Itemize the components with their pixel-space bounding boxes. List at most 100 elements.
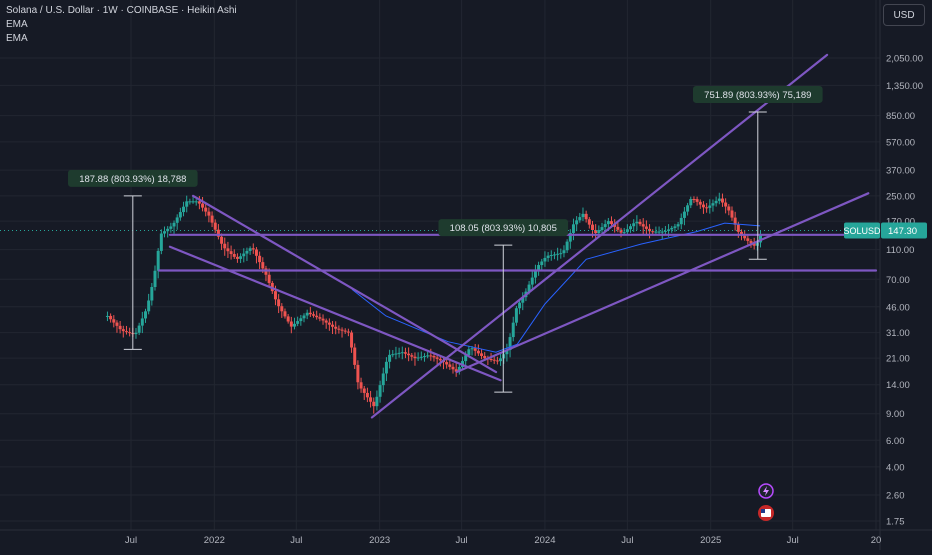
candle-body (410, 355, 414, 357)
candle-body (727, 206, 731, 211)
candle-body (584, 213, 588, 220)
candle-body (378, 385, 382, 397)
time-tick-label: Jul (787, 535, 799, 546)
candle-body (679, 217, 683, 225)
candle-body (150, 287, 154, 301)
measure-label: 751.89 (803.93%) 75,189 (704, 90, 811, 101)
candle-body (359, 382, 363, 389)
candle-body (546, 255, 550, 258)
candle-body (331, 324, 335, 327)
candle-body (724, 202, 728, 207)
candle-body (527, 284, 531, 292)
candle-body (438, 358, 442, 361)
time-tick-label: Jul (456, 535, 468, 546)
candle-body (137, 325, 141, 333)
candle-body (267, 274, 271, 283)
candle-body (292, 323, 296, 327)
candle-body (746, 238, 750, 241)
candle-body (109, 315, 113, 320)
price-tick-label: 46.00 (886, 302, 910, 313)
candle-body (587, 219, 591, 225)
candle-body (400, 352, 404, 354)
measure-label-bg (68, 169, 198, 187)
candle-body (299, 318, 303, 322)
time-tick-label: 2024 (534, 535, 555, 546)
candle-body (201, 203, 205, 208)
candle-body (565, 241, 569, 251)
symbol-title[interactable]: Solana / U.S. Dollar · 1W · COINBASE · H… (6, 5, 237, 16)
candle-body (197, 201, 201, 204)
candle-body (568, 232, 572, 242)
candle-body (163, 231, 167, 234)
candle-body (717, 198, 721, 201)
candle-body (251, 248, 255, 250)
candle-body (752, 243, 756, 246)
candle-body (337, 328, 341, 330)
candle-body (480, 353, 484, 356)
candle-body (365, 392, 369, 398)
ema-indicator-label[interactable]: EMA (6, 19, 28, 30)
candle-body (375, 396, 379, 407)
candle-body (451, 366, 455, 370)
candle-body (296, 321, 300, 324)
candle-body (670, 227, 674, 230)
symbol-label: SOLUSD (843, 226, 881, 236)
candle-body (549, 255, 553, 257)
candle-body (575, 220, 579, 225)
measure-label: 187.88 (803.93%) 18,788 (79, 174, 186, 185)
candle-body (689, 198, 693, 206)
candles-group (105, 192, 763, 414)
candle-body (616, 226, 620, 230)
candle-body (483, 355, 487, 359)
candle-body (597, 230, 601, 234)
candle-body (638, 221, 642, 225)
time-tick-label: 20 (871, 535, 882, 546)
trendline (370, 53, 829, 419)
candle-body (232, 254, 236, 257)
candle-body (239, 256, 243, 259)
currency-button[interactable]: USD (883, 4, 925, 26)
candle-body (147, 300, 151, 312)
candle-body (258, 255, 262, 263)
candle-body (619, 229, 623, 233)
candle-body (435, 357, 439, 359)
candle-body (220, 236, 224, 244)
candle-body (245, 250, 249, 254)
candle-body (426, 355, 430, 357)
candle-body (210, 215, 214, 223)
candle-body (600, 227, 604, 231)
candle-body (736, 224, 740, 232)
candle-body (315, 315, 319, 318)
candle-body (397, 352, 401, 354)
candle-body (454, 369, 458, 372)
candle-body (156, 250, 160, 271)
candle-body (321, 318, 325, 321)
candle-body (207, 211, 211, 216)
candle-body (505, 350, 509, 355)
candle-body (356, 364, 360, 383)
candle-body (521, 297, 525, 303)
ema-indicator-label[interactable]: EMA (6, 33, 28, 44)
candle-body (340, 329, 344, 331)
candle-body (124, 331, 128, 333)
candle-body (289, 321, 293, 327)
candle-body (121, 329, 125, 332)
candle-body (416, 357, 420, 359)
time-tick-label: 2022 (204, 535, 225, 546)
candle-body (115, 322, 119, 326)
candle-body (648, 228, 652, 232)
candle-body (489, 359, 493, 361)
symbol-label-bg (844, 222, 880, 239)
candle-body (514, 308, 518, 323)
candle-body (391, 354, 395, 356)
candle-body (733, 217, 737, 225)
candle-body (495, 360, 499, 362)
candle-body (714, 200, 718, 204)
candle-body (305, 312, 309, 316)
candle-body (308, 312, 312, 315)
candle-body (118, 325, 122, 330)
candle-body (381, 373, 385, 386)
candle-body (701, 204, 705, 208)
